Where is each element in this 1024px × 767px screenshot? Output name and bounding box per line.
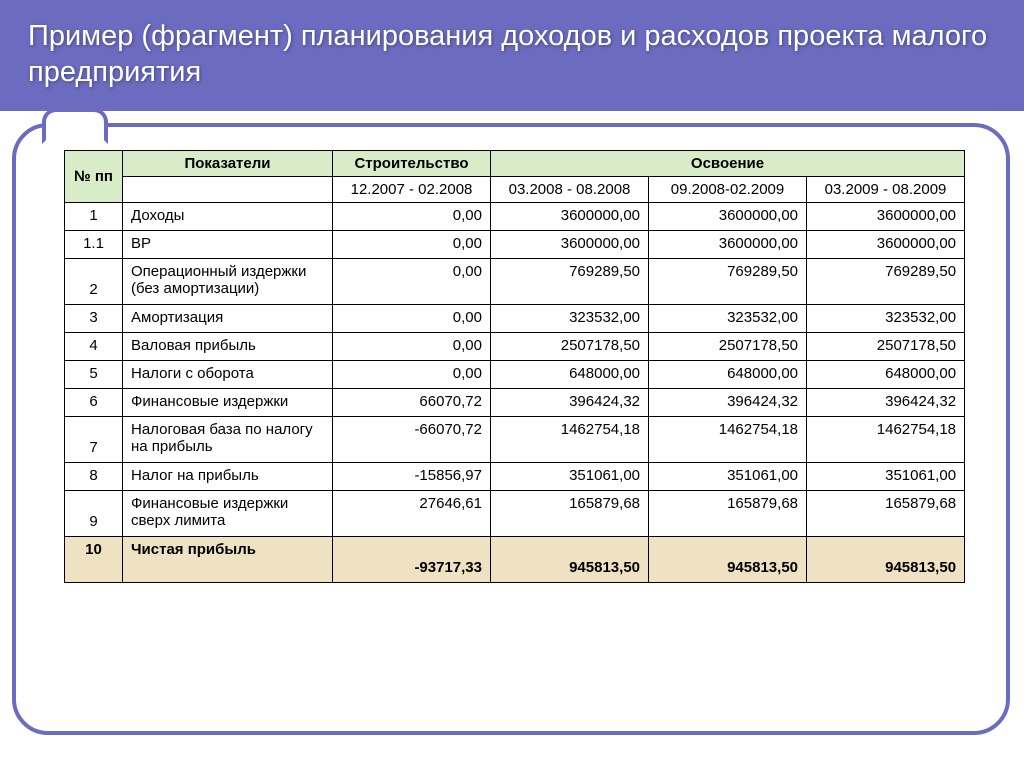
- financial-plan-table: № пп Показатели Строительство Освоение 1…: [64, 150, 965, 583]
- row-value: 3600000,00: [807, 231, 965, 259]
- row-value: 396424,32: [649, 389, 807, 417]
- col-header-construction: Строительство: [333, 151, 491, 177]
- row-value: 66070,72: [333, 389, 491, 417]
- col-header-num: № пп: [65, 151, 123, 203]
- row-value: 648000,00: [807, 361, 965, 389]
- row-number: 7: [65, 417, 123, 463]
- row-value: 1462754,18: [649, 417, 807, 463]
- table-row-total: 10Чистая прибыль-93717,33945813,50945813…: [65, 537, 965, 583]
- row-value: 351061,00: [649, 463, 807, 491]
- row-indicator: Налоговая база по налогу на прибыль: [123, 417, 333, 463]
- row-indicator: Валовая прибыль: [123, 333, 333, 361]
- row-indicator: ВР: [123, 231, 333, 259]
- col-subheader-p4: 03.2009 - 08.2009: [807, 177, 965, 203]
- row-number: 1: [65, 203, 123, 231]
- table-row: 8Налог на прибыль-15856,97351061,0035106…: [65, 463, 965, 491]
- table-row: 5Налоги с оборота0,00648000,00648000,006…: [65, 361, 965, 389]
- row-value: 323532,00: [491, 305, 649, 333]
- row-value: 769289,50: [491, 259, 649, 305]
- row-indicator: Налог на прибыль: [123, 463, 333, 491]
- slide-title: Пример (фрагмент) планирования доходов и…: [0, 0, 1024, 111]
- table-row: 9Финансовые издержки сверх лимита27646,6…: [65, 491, 965, 537]
- row-number: 9: [65, 491, 123, 537]
- row-indicator: Чистая прибыль: [123, 537, 333, 583]
- row-value: 1462754,18: [491, 417, 649, 463]
- table-row: 2Операционный издержки (без амортизации)…: [65, 259, 965, 305]
- row-value: 396424,32: [807, 389, 965, 417]
- row-value: 769289,50: [649, 259, 807, 305]
- row-value: 2507178,50: [807, 333, 965, 361]
- row-value: 323532,00: [807, 305, 965, 333]
- row-number: 3: [65, 305, 123, 333]
- row-number: 2: [65, 259, 123, 305]
- row-value: 0,00: [333, 231, 491, 259]
- row-value: 3600000,00: [491, 203, 649, 231]
- row-value: 396424,32: [491, 389, 649, 417]
- col-header-development: Освоение: [491, 151, 965, 177]
- row-value: 2507178,50: [491, 333, 649, 361]
- row-number: 5: [65, 361, 123, 389]
- row-value: 769289,50: [807, 259, 965, 305]
- row-number: 10: [65, 537, 123, 583]
- row-indicator: Операционный издержки (без амортизации): [123, 259, 333, 305]
- row-value: 165879,68: [807, 491, 965, 537]
- row-value: 945813,50: [491, 537, 649, 583]
- row-value: 0,00: [333, 203, 491, 231]
- row-value: 351061,00: [807, 463, 965, 491]
- row-indicator: Финансовые издержки сверх лимита: [123, 491, 333, 537]
- row-value: -66070,72: [333, 417, 491, 463]
- row-value: 27646,61: [333, 491, 491, 537]
- row-number: 6: [65, 389, 123, 417]
- row-indicator: Амортизация: [123, 305, 333, 333]
- row-value: 165879,68: [649, 491, 807, 537]
- row-value: 0,00: [333, 333, 491, 361]
- col-header-indicators: Показатели: [123, 151, 333, 177]
- row-number: 8: [65, 463, 123, 491]
- financial-plan-table-wrap: № пп Показатели Строительство Освоение 1…: [64, 150, 964, 583]
- row-value: 165879,68: [491, 491, 649, 537]
- row-value: 3600000,00: [649, 231, 807, 259]
- row-value: 3600000,00: [649, 203, 807, 231]
- row-value: 323532,00: [649, 305, 807, 333]
- table-row: 6Финансовые издержки66070,72396424,32396…: [65, 389, 965, 417]
- row-value: 945813,50: [649, 537, 807, 583]
- row-value: 3600000,00: [491, 231, 649, 259]
- col-subheader-p3: 09.2008-02.2009: [649, 177, 807, 203]
- row-value: 0,00: [333, 259, 491, 305]
- col-subheader-blank: [123, 177, 333, 203]
- col-subheader-p2: 03.2008 - 08.2008: [491, 177, 649, 203]
- table-row: 4Валовая прибыль0,002507178,502507178,50…: [65, 333, 965, 361]
- row-indicator: Налоги с оборота: [123, 361, 333, 389]
- row-number: 1.1: [65, 231, 123, 259]
- table-row: 3Амортизация0,00323532,00323532,00323532…: [65, 305, 965, 333]
- row-value: 351061,00: [491, 463, 649, 491]
- row-value: 0,00: [333, 305, 491, 333]
- row-value: 0,00: [333, 361, 491, 389]
- table-row: 7Налоговая база по налогу на прибыль-660…: [65, 417, 965, 463]
- row-number: 4: [65, 333, 123, 361]
- row-value: 648000,00: [649, 361, 807, 389]
- row-value: 1462754,18: [807, 417, 965, 463]
- row-indicator: Доходы: [123, 203, 333, 231]
- row-value: -15856,97: [333, 463, 491, 491]
- table-row: 1Доходы0,003600000,003600000,003600000,0…: [65, 203, 965, 231]
- frame-tab-notch: [42, 108, 108, 144]
- row-value: 648000,00: [491, 361, 649, 389]
- row-indicator: Финансовые издержки: [123, 389, 333, 417]
- row-value: 2507178,50: [649, 333, 807, 361]
- col-subheader-p1: 12.2007 - 02.2008: [333, 177, 491, 203]
- row-value: 3600000,00: [807, 203, 965, 231]
- table-row: 1.1ВР0,003600000,003600000,003600000,00: [65, 231, 965, 259]
- row-value: 945813,50: [807, 537, 965, 583]
- row-value: -93717,33: [333, 537, 491, 583]
